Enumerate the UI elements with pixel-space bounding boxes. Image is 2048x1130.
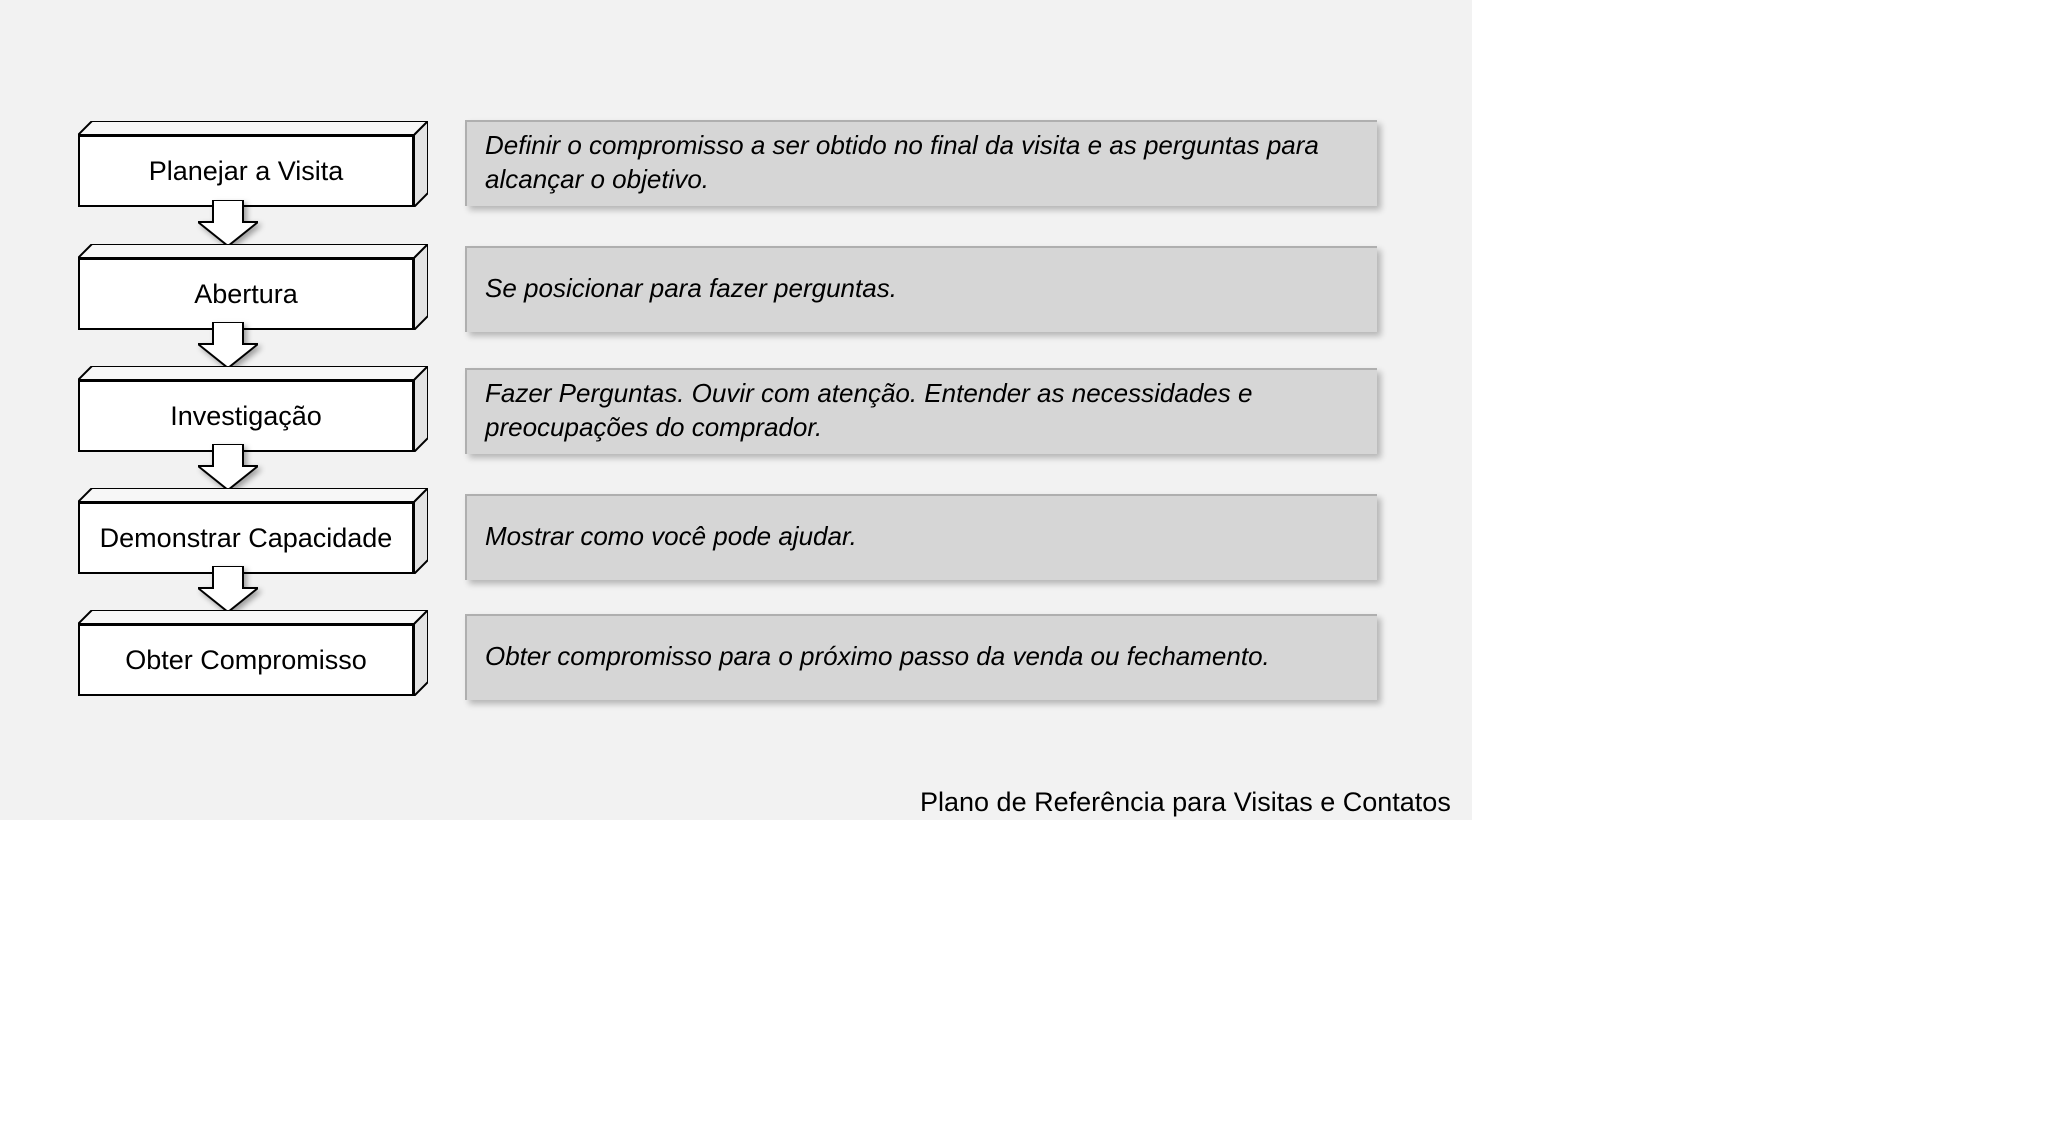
- flow-step-label: Abertura: [194, 279, 298, 310]
- flow-step-desc-planejar: Definir o compromisso a ser obtido no fi…: [465, 120, 1377, 206]
- flow-step-desc-text: Mostrar como você pode ajudar.: [485, 520, 857, 554]
- flow-step-desc-text: Se posicionar para fazer perguntas.: [485, 272, 897, 306]
- flow-step-compromisso: Obter Compromisso: [78, 624, 414, 696]
- flow-step-investigacao: Investigação: [78, 380, 414, 452]
- flow-arrow: [198, 566, 258, 612]
- flow-step-desc-text: Fazer Perguntas. Ouvir com atenção. Ente…: [485, 377, 1357, 445]
- flow-step-label: Demonstrar Capacidade: [100, 523, 393, 554]
- flow-step-desc-investigacao: Fazer Perguntas. Ouvir com atenção. Ente…: [465, 368, 1377, 454]
- flow-step-planejar: Planejar a Visita: [78, 135, 414, 207]
- flow-step-desc-text: Obter compromisso para o próximo passo d…: [485, 640, 1270, 674]
- flow-step-abertura: Abertura: [78, 258, 414, 330]
- flow-arrow: [198, 444, 258, 490]
- flow-step-desc-demonstrar: Mostrar como você pode ajudar.: [465, 494, 1377, 580]
- right-blank-strip: [1472, 0, 2048, 1130]
- flow-step-label: Planejar a Visita: [149, 156, 344, 187]
- flow-arrow: [198, 200, 258, 246]
- flow-step-demonstrar: Demonstrar Capacidade: [78, 502, 414, 574]
- flow-step-label: Obter Compromisso: [125, 645, 367, 676]
- flow-arrow: [198, 322, 258, 368]
- diagram-canvas: Planejar a Visita Definir o compromisso …: [0, 0, 1472, 820]
- flow-step-label: Investigação: [170, 401, 322, 432]
- footer-caption: Plano de Referência para Visitas e Conta…: [920, 787, 1451, 818]
- flow-step-desc-compromisso: Obter compromisso para o próximo passo d…: [465, 614, 1377, 700]
- flow-step-desc-text: Definir o compromisso a ser obtido no fi…: [485, 129, 1357, 197]
- flow-step-desc-abertura: Se posicionar para fazer perguntas.: [465, 246, 1377, 332]
